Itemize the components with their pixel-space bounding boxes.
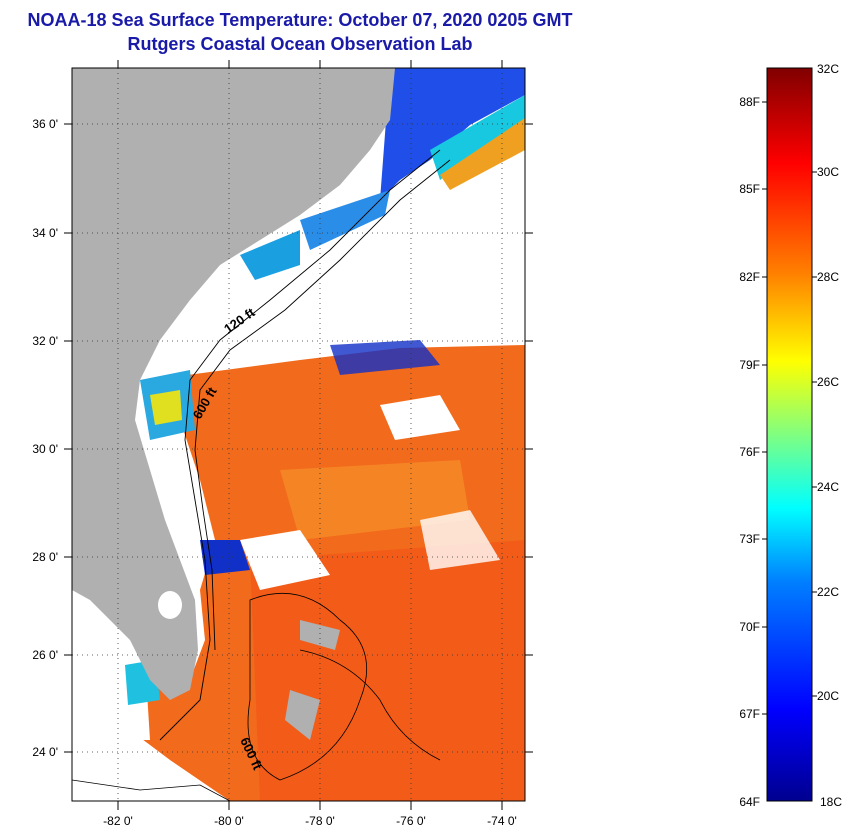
lon-label: -80 0' <box>214 814 244 828</box>
sst-map: 120 ft 600 ft 600 ft <box>72 68 525 801</box>
colorbar-f-label: 88F <box>739 95 760 109</box>
colorbar-c-label: 32C <box>817 62 839 76</box>
colorbar-c-label: 22C <box>817 585 839 599</box>
lat-label: 32 0' <box>32 334 58 348</box>
land-mass <box>72 68 395 700</box>
lon-label: -76 0' <box>396 814 426 828</box>
colorbar-f-label: 76F <box>739 445 760 459</box>
graticule <box>72 68 525 801</box>
map-ticks <box>64 60 533 810</box>
colorbar-f-label: 85F <box>739 182 760 196</box>
cool-coastal-water <box>380 68 525 200</box>
colorbar-f-label: 67F <box>739 707 760 721</box>
colorbar-f-label: 82F <box>739 270 760 284</box>
colorbar-c-label: 26C <box>817 375 839 389</box>
map-subtitle: Rutgers Coastal Ocean Observation Lab <box>127 34 473 54</box>
lon-label: -82 0' <box>103 814 133 828</box>
colorbar-f-label: 79F <box>739 358 760 372</box>
lat-label: 30 0' <box>32 442 58 456</box>
colorbar-f-label: 73F <box>739 532 760 546</box>
lat-label: 36 0' <box>32 117 58 131</box>
lat-label: 34 0' <box>32 226 58 240</box>
lat-label: 24 0' <box>32 745 58 759</box>
map-title: NOAA-18 Sea Surface Temperature: October… <box>27 10 573 30</box>
lat-label: 26 0' <box>32 648 58 662</box>
colorbar-f-label: 70F <box>739 620 760 634</box>
colorbar-c-label: 24C <box>817 480 839 494</box>
lon-label: -78 0' <box>305 814 335 828</box>
colorbar-f-label: 64F <box>739 795 760 809</box>
lat-label: 28 0' <box>32 550 58 564</box>
colorbar-c-label: 20C <box>817 689 839 703</box>
lon-label: -74 0' <box>487 814 517 828</box>
colorbar-c-label: 18C <box>820 795 842 809</box>
colorbar: 32C 30C 28C 26C 24C 22C 20C 18C 88F 85F … <box>739 62 842 809</box>
colorbar-c-label: 30C <box>817 165 839 179</box>
colorbar-c-label: 28C <box>817 270 839 284</box>
map-frame <box>71 67 526 802</box>
colorbar-gradient <box>766 67 813 802</box>
